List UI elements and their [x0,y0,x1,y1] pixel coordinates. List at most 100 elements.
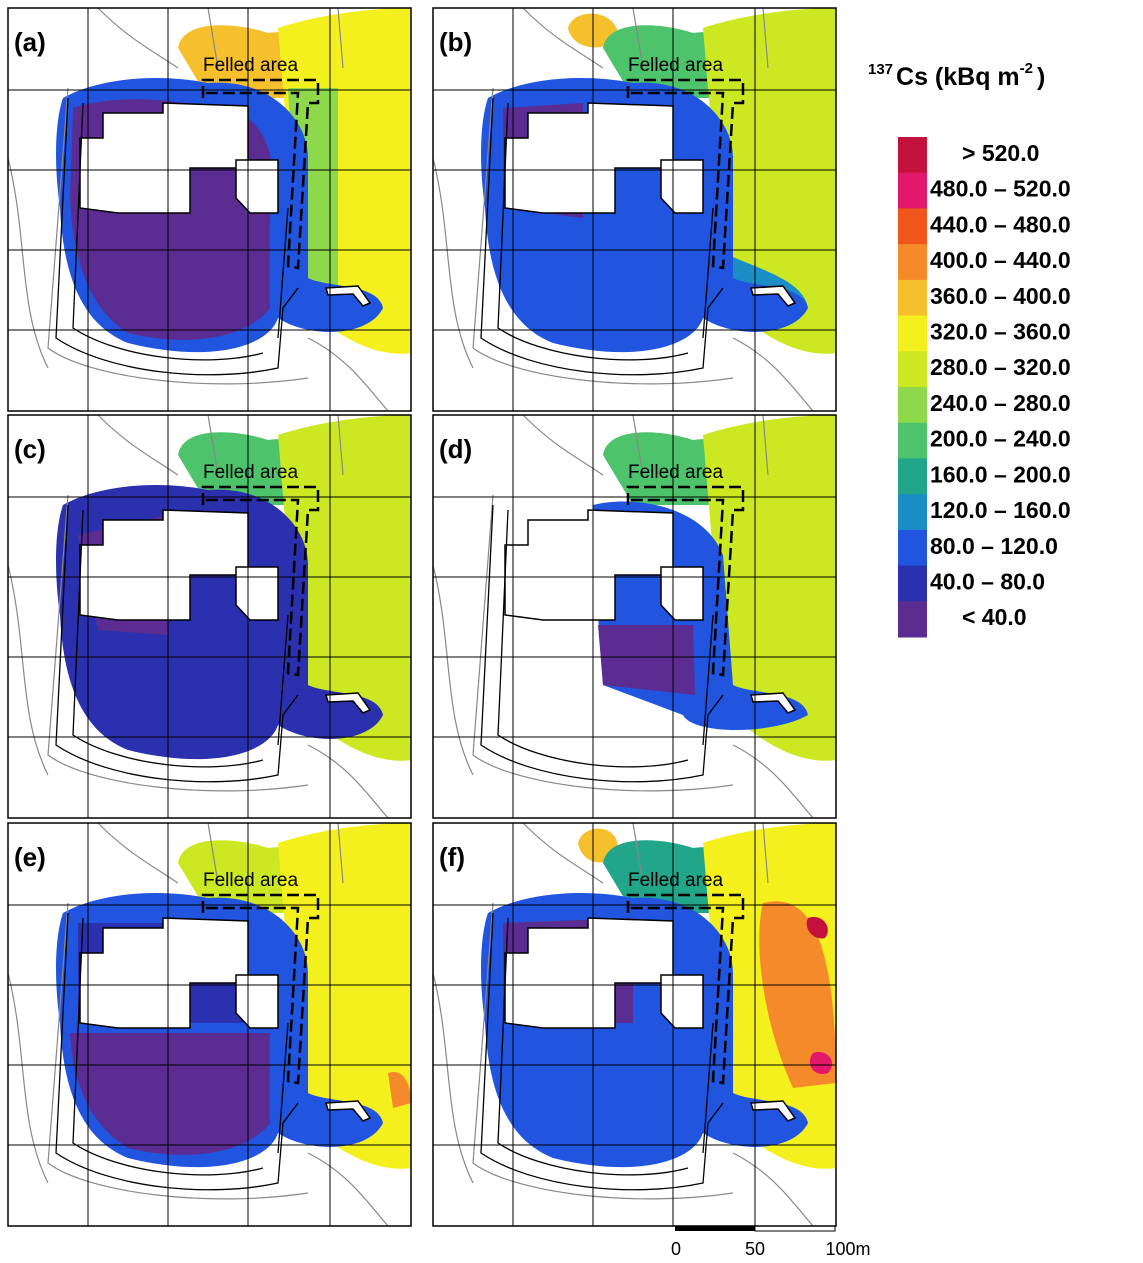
map-panel: (c) Felled area [7,414,412,819]
concentration-zone [278,415,411,761]
annotation: Felled area [628,55,723,76]
concentration-zone [388,1072,411,1108]
legend-swatch [898,565,927,602]
contour-line [207,7,219,69]
contour-line [337,822,344,884]
map-panel: (b) Felled area [432,7,837,412]
concentration-zone [809,1052,833,1074]
building [325,692,372,714]
contour-line [307,1152,389,1227]
concentration-zone [806,917,828,939]
map-panel: (a) Felled area [7,7,412,412]
contour-line [732,744,814,819]
contour-line [7,157,49,369]
panel-border [7,7,412,412]
panel-label: (e) [14,842,46,872]
building [325,1100,372,1122]
contour-line [522,822,604,884]
legend-swatch [898,244,927,281]
panel-border [432,7,837,412]
panel-border [432,414,837,819]
annotation: Felled area [203,55,298,76]
felled-area-boundary [201,485,320,677]
contour-line [207,414,219,476]
building [660,974,704,1029]
felled-area-boundary [201,78,320,270]
contour-line [732,337,814,412]
legend-label: 200.0 – 240.0 [930,426,1071,452]
annotation: Felled area [203,462,298,483]
contour-line [207,822,219,884]
contour-line [522,7,604,69]
panel-border [432,822,837,1227]
panel-label: (c) [14,434,46,464]
contour-line [307,744,389,819]
legend-swatch [898,172,927,209]
panel-label: (a) [14,27,46,57]
annotation: Felled area [203,870,298,891]
concentration-zone [598,625,695,695]
building [235,974,279,1029]
contour-line [97,414,179,476]
legend-label: 120.0 – 160.0 [930,497,1071,523]
concentration-zone [70,1033,270,1155]
contour-line [7,972,49,1184]
contour-line [47,87,309,385]
legend-swatch [898,529,927,567]
title-close: ) [1037,63,1045,91]
building [750,1100,797,1122]
contour-line [47,902,309,1200]
legend-label: 320.0 – 360.0 [930,319,1071,345]
legend-label: 440.0 – 480.0 [930,211,1071,237]
panel-border [7,414,412,819]
building [235,566,279,621]
contour-line [7,564,49,776]
legend-label: 160.0 – 200.0 [930,461,1071,487]
contour-line [97,822,179,884]
contour-line [522,414,604,476]
building [325,285,372,307]
legend-label: 280.0 – 320.0 [930,354,1071,380]
felled-area-boundary [626,485,745,677]
building [660,566,704,621]
annotation: Felled area [628,462,723,483]
legend-swatch [898,279,927,317]
legend-swatch [898,387,927,424]
annotation: Felled area [628,870,723,891]
concentration-zone [278,823,411,1169]
legend-label: 80.0 – 120.0 [930,533,1058,559]
legend-label: < 40.0 [962,604,1027,630]
felled-area-boundary [201,893,320,1085]
contour-line [432,972,474,1184]
contour-line [632,414,644,476]
contour-line [762,414,769,476]
legend-swatch [898,137,927,174]
scale-label: 100m [825,1239,870,1259]
concentration-zone [703,415,836,761]
title-exponent: -2 [1020,60,1033,77]
legend-label: 40.0 – 80.0 [930,569,1045,595]
contour-line [732,1152,814,1227]
contour-line [47,494,309,792]
contour-line [762,7,769,69]
legend-swatch [898,208,927,245]
contour-line [337,7,344,69]
legend-label: 400.0 – 440.0 [930,247,1071,273]
legend-label: > 520.0 [962,140,1039,166]
legend-label: 240.0 – 280.0 [930,390,1071,416]
legend-label: 360.0 – 400.0 [930,283,1071,309]
contour-line [632,7,644,69]
panel-label: (f) [439,842,465,872]
legend-swatch [898,601,927,638]
building [750,285,797,307]
panel-label: (b) [439,27,472,57]
concentration-zone [759,901,836,1088]
legend-swatch [898,422,927,459]
felled-area-boundary [626,78,745,270]
map-panel: (f) Felled area [432,822,837,1227]
legend-swatch [898,458,927,495]
contour-line [472,494,734,792]
building [235,159,279,214]
